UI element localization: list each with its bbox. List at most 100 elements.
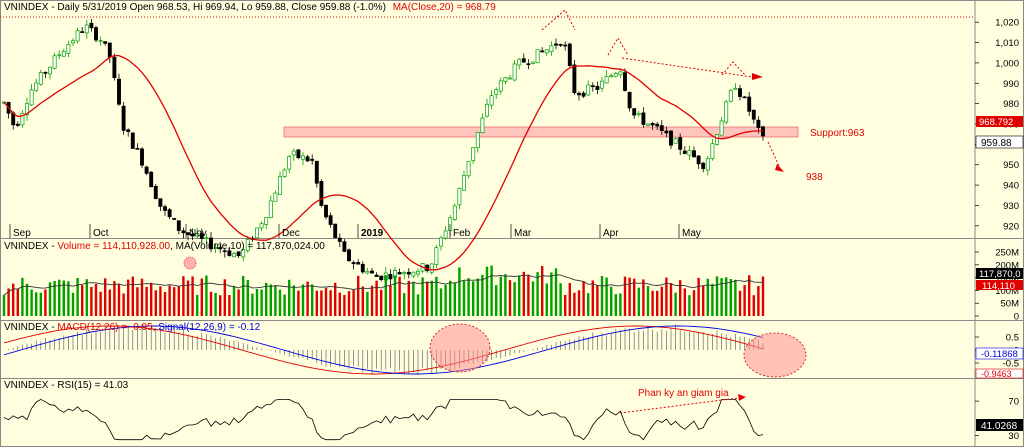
volume-bar — [407, 280, 410, 316]
volume-bar — [246, 280, 249, 316]
macd-highlight-2 — [743, 332, 807, 378]
volume-bar — [564, 294, 567, 316]
candle-body — [503, 77, 508, 82]
candle-body — [278, 176, 282, 195]
volume-bar — [58, 279, 61, 316]
svg-text:959.88: 959.88 — [981, 138, 1012, 149]
support-zone — [283, 126, 799, 138]
volume-bar — [688, 295, 691, 316]
volume-bar — [104, 278, 107, 316]
volume-bar — [380, 289, 383, 316]
candle-body — [747, 96, 752, 112]
volume-bar — [7, 288, 10, 316]
volume-bar — [182, 276, 185, 316]
candle-body — [236, 251, 241, 256]
candle-body — [126, 129, 131, 132]
candle-body — [305, 156, 310, 162]
rsi-arrow-icon — [738, 394, 746, 401]
candle-body — [144, 166, 149, 174]
volume-bar — [398, 276, 401, 316]
candle-body — [480, 117, 485, 134]
volume-bar — [177, 285, 180, 316]
candle-body — [195, 233, 200, 237]
candle-body — [738, 88, 742, 97]
candle-body — [636, 113, 641, 115]
candle-body — [245, 239, 250, 251]
volume-bar — [283, 294, 286, 316]
candle-body — [94, 27, 98, 41]
volume-bar — [573, 292, 576, 316]
candle-body — [475, 132, 480, 149]
candle-body — [627, 91, 632, 109]
candle-body — [232, 253, 236, 258]
volume-bar — [232, 285, 236, 316]
candle-body — [20, 113, 25, 126]
volume-bar — [476, 278, 479, 316]
date-tick-label: Oct — [93, 228, 109, 239]
candle-body — [604, 76, 609, 84]
close-value-badge: 959.88 — [975, 135, 1024, 149]
macd-tick-label: -0.5 — [1003, 359, 1019, 370]
candle-body — [360, 263, 365, 273]
candle-body — [715, 134, 719, 145]
candle-body — [149, 171, 154, 188]
volume-bar — [702, 285, 705, 316]
volume-bar — [550, 272, 553, 316]
date-tick-label: Mar — [514, 228, 532, 239]
candle-body — [75, 30, 80, 42]
volume-bar — [499, 276, 502, 316]
candle-body — [411, 271, 416, 277]
volume-bar — [453, 283, 456, 316]
volume-bar — [393, 275, 397, 316]
volume-bar — [449, 280, 452, 316]
candle-body — [659, 125, 664, 132]
price-tick-label: 990 — [1003, 79, 1019, 90]
price-tick-label: 920 — [1003, 221, 1019, 232]
candle-body — [209, 237, 213, 250]
volume-bar — [334, 282, 337, 316]
candle-body — [222, 250, 227, 253]
candle-body — [466, 161, 471, 177]
volume-bar — [403, 293, 406, 316]
volume-bar — [743, 285, 746, 316]
volume-bar — [508, 280, 512, 316]
candle-body — [535, 49, 540, 64]
volume-bar — [646, 286, 650, 316]
volume-bar — [108, 289, 111, 316]
volume-tick-label: 100M — [995, 286, 1019, 297]
volume-bar — [729, 278, 732, 316]
volume-bar — [122, 293, 125, 316]
candle-body — [669, 130, 673, 146]
volume-bar — [531, 281, 535, 316]
candle-body — [696, 155, 701, 165]
candle-body — [443, 230, 448, 239]
candlestick-series — [2, 18, 765, 286]
volume-bar — [568, 283, 571, 316]
volume-bar — [669, 283, 673, 316]
candle-body — [314, 160, 319, 184]
candle-body — [664, 130, 669, 134]
support-label: Support:963 — [810, 128, 865, 139]
volume-bar — [260, 289, 263, 316]
candle-body — [508, 77, 512, 80]
volume-bar — [205, 275, 208, 316]
volume-bar — [361, 286, 364, 316]
candle-body — [227, 250, 232, 256]
candle-body — [678, 137, 683, 150]
volume-bar — [228, 295, 231, 316]
volume-bar — [21, 277, 24, 316]
volume-bar — [642, 279, 645, 316]
candle-body — [618, 71, 623, 76]
candle-body — [485, 103, 489, 117]
volume-bar — [715, 276, 719, 316]
volume-bar — [150, 282, 153, 316]
candle-body — [48, 66, 52, 75]
volume-bar — [168, 285, 171, 316]
volume-bar — [628, 277, 631, 316]
candle-body — [15, 123, 20, 126]
macd-label: MACD(12,26) = -0.95 — [57, 322, 153, 333]
volume-bar — [596, 285, 599, 316]
candle-body — [199, 233, 204, 239]
volume-bar — [39, 292, 42, 316]
